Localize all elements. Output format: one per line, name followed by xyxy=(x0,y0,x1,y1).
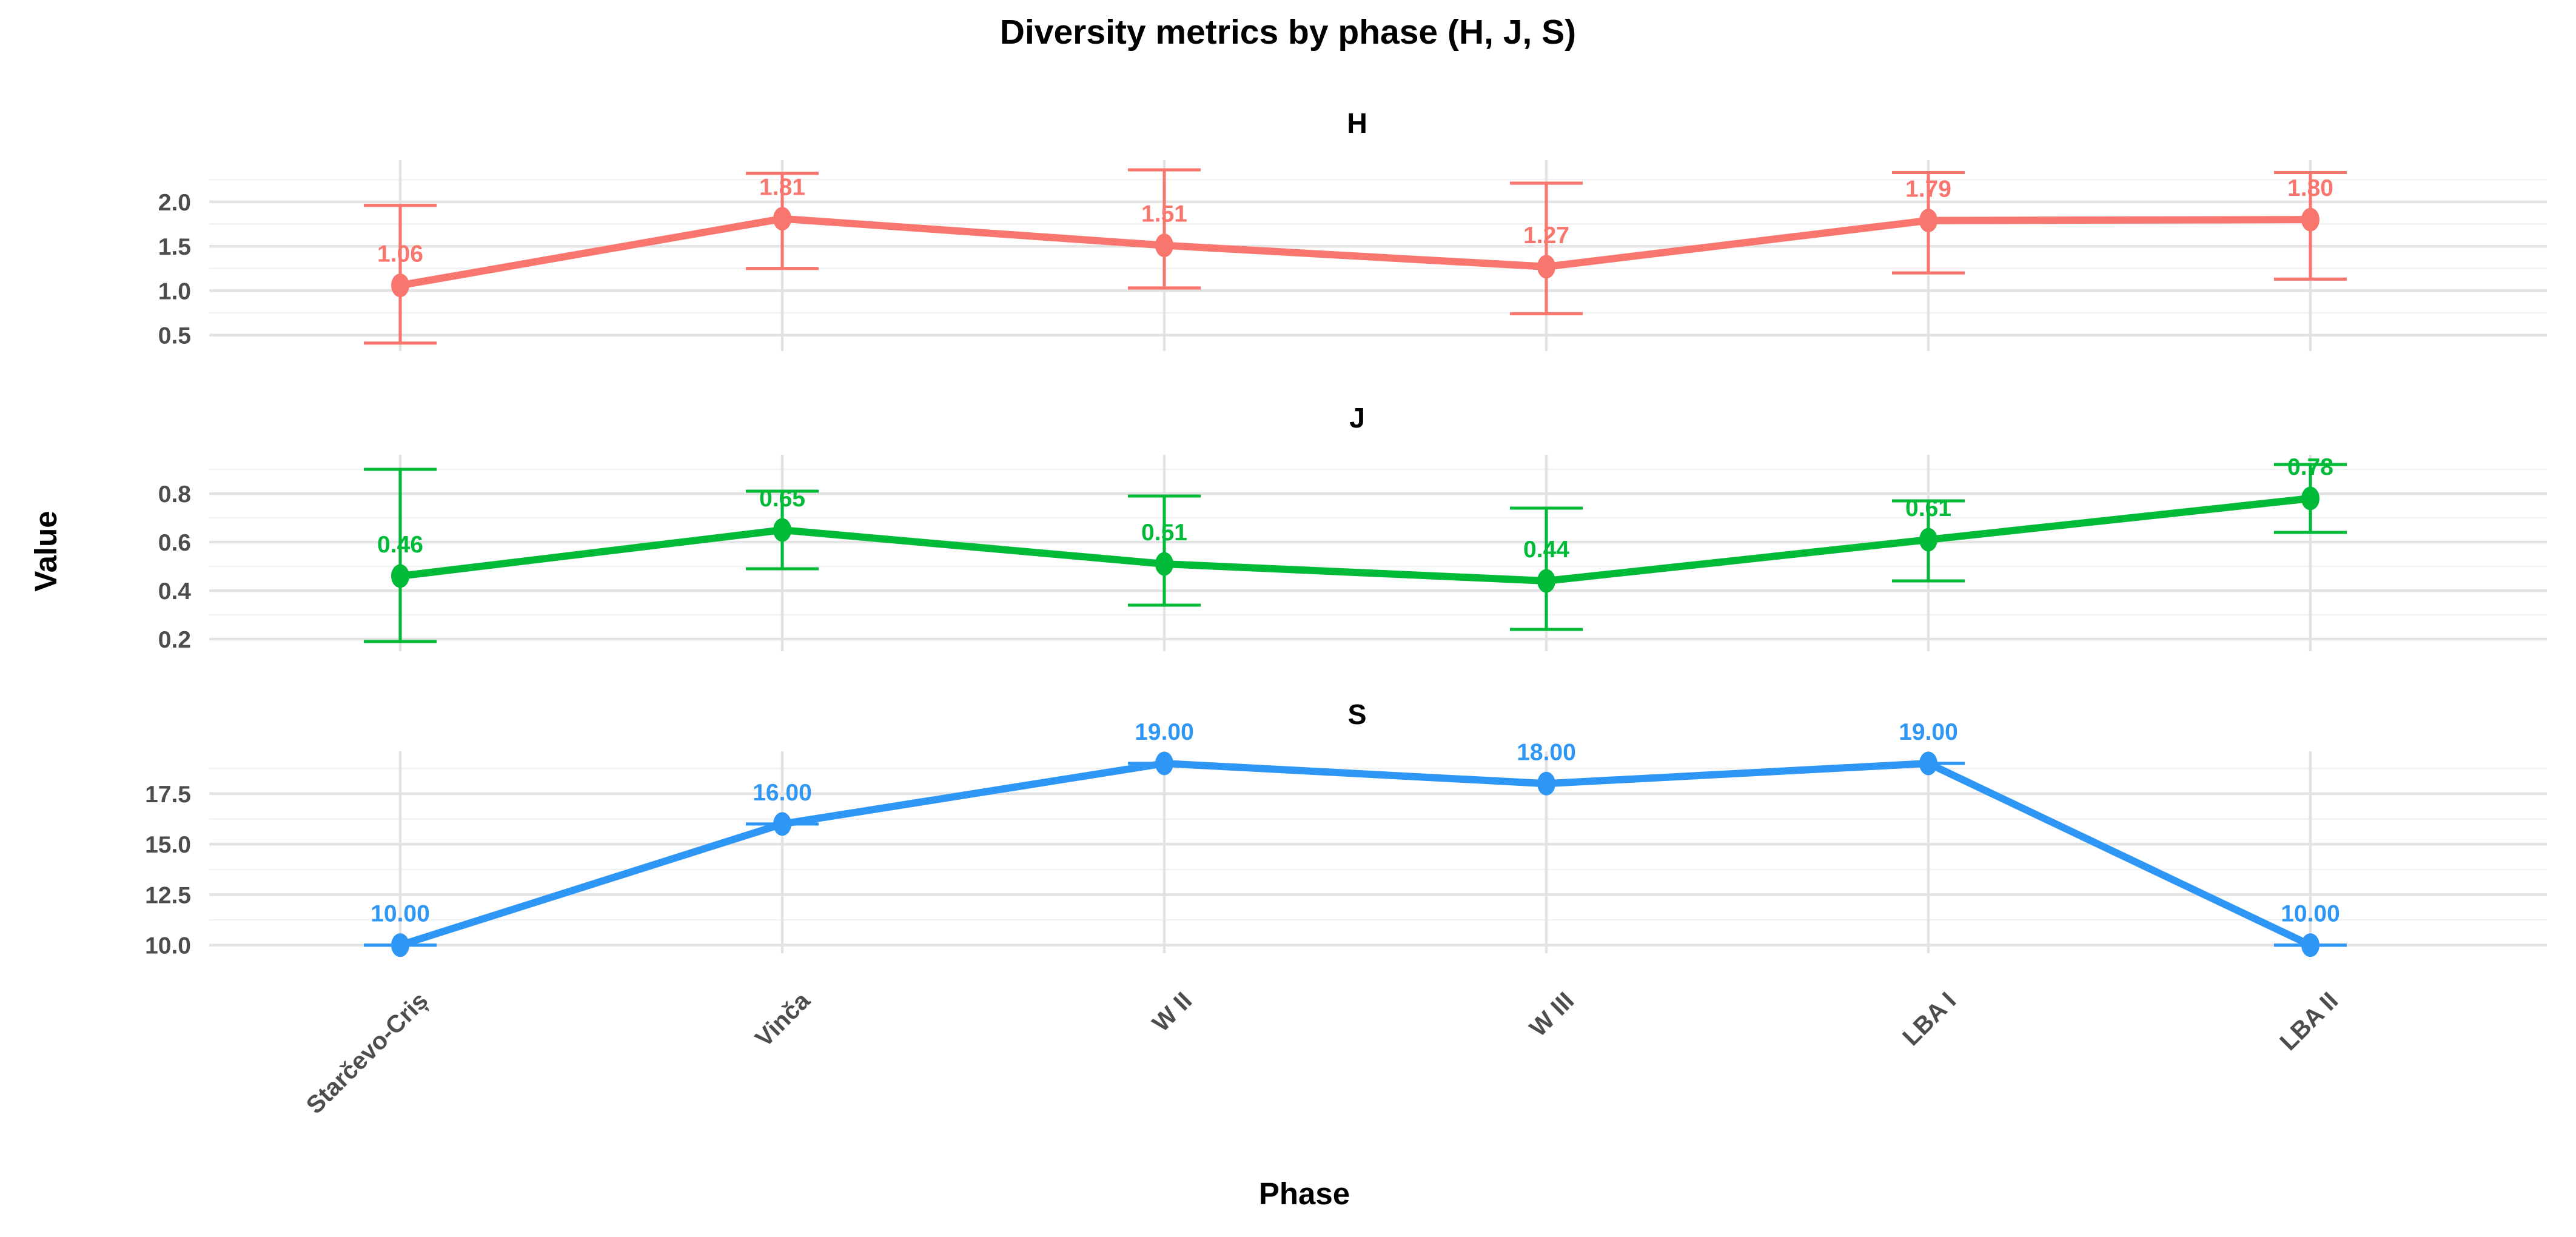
facet-strip-label: S xyxy=(1347,699,1366,730)
point-label: 19.00 xyxy=(1899,719,1958,745)
y-tick-label: 0.8 xyxy=(158,481,191,508)
point-label: 16.00 xyxy=(753,780,812,806)
x-tick-label: LBA I xyxy=(1897,987,1961,1051)
point-label: 0.61 xyxy=(1905,495,1951,521)
chart-title: Diversity metrics by phase (H, J, S) xyxy=(999,15,1577,53)
point-label: 10.00 xyxy=(2281,901,2340,927)
y-tick-label: 0.2 xyxy=(158,627,191,653)
data-point xyxy=(1155,233,1173,258)
y-tick-label: 15.0 xyxy=(145,832,191,858)
point-label: 1.06 xyxy=(377,241,423,267)
data-point xyxy=(1155,552,1173,576)
point-label: 0.44 xyxy=(1523,537,1569,563)
data-point xyxy=(2301,207,2319,232)
x-axis-title: Phase xyxy=(1258,1177,1350,1212)
point-label: 1.81 xyxy=(759,175,805,201)
data-point xyxy=(391,564,409,588)
series-line xyxy=(399,759,2312,949)
data-point xyxy=(2301,933,2319,957)
point-label: 0.78 xyxy=(2287,454,2333,480)
point-label: 1.51 xyxy=(1141,201,1187,227)
point-label: 10.00 xyxy=(371,901,430,927)
point-label: 1.80 xyxy=(2287,175,2333,201)
series-line xyxy=(400,495,2311,585)
series-line xyxy=(399,215,2311,289)
data-point xyxy=(1537,569,1555,593)
data-point xyxy=(391,273,409,298)
x-tick-label: W II xyxy=(1147,987,1197,1037)
facet-strip-label: H xyxy=(1347,107,1367,139)
facet-strip-label: J xyxy=(1349,402,1365,434)
point-label: 19.00 xyxy=(1135,719,1194,745)
data-point xyxy=(773,812,791,836)
point-label: 18.00 xyxy=(1517,739,1576,765)
x-tick-label: LBA II xyxy=(2274,987,2343,1056)
data-point xyxy=(2301,486,2319,511)
point-label: 1.27 xyxy=(1523,223,1569,249)
data-point xyxy=(1537,255,1555,279)
y-tick-label: 0.6 xyxy=(158,530,191,556)
data-point xyxy=(773,207,791,231)
data-point xyxy=(391,933,409,957)
y-tick-label: 1.5 xyxy=(158,234,191,260)
y-tick-label: 0.4 xyxy=(158,578,192,605)
y-tick-label: 10.0 xyxy=(145,933,191,959)
data-point xyxy=(1537,771,1555,796)
y-tick-label: 12.5 xyxy=(145,882,191,908)
point-label: 1.79 xyxy=(1905,176,1951,203)
data-point xyxy=(773,518,791,542)
data-point xyxy=(1919,528,1937,552)
data-point xyxy=(1919,209,1937,233)
y-tick-label: 0.5 xyxy=(158,323,191,349)
point-label: 0.46 xyxy=(377,532,423,558)
data-point xyxy=(1919,751,1937,776)
y-tick-label: 17.5 xyxy=(145,782,191,808)
x-tick-label: Vinča xyxy=(750,987,816,1053)
y-axis-title: Value xyxy=(29,511,64,592)
x-tick-label: Starčevo-Criș xyxy=(301,987,434,1119)
x-tick-label: W III xyxy=(1524,987,1579,1042)
data-point xyxy=(1155,751,1173,776)
y-tick-label: 2.0 xyxy=(158,190,191,216)
point-label: 0.51 xyxy=(1141,520,1187,546)
point-label: 0.65 xyxy=(759,486,805,512)
y-tick-label: 1.0 xyxy=(158,278,191,304)
